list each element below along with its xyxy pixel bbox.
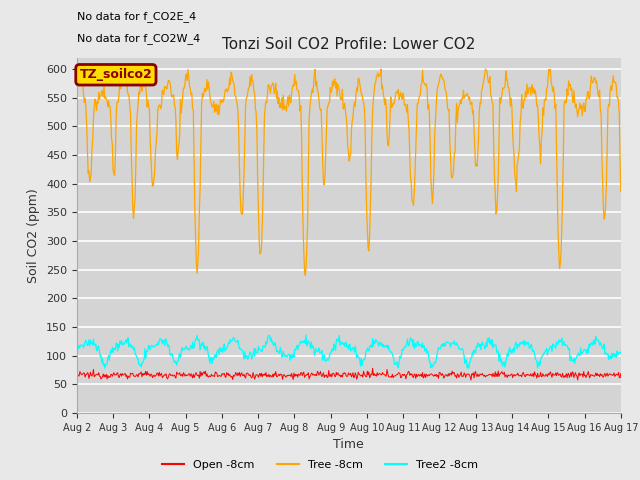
Tree -8cm xyxy=(223,89,231,95)
Open -8cm xyxy=(369,365,376,371)
Tree -8cm xyxy=(140,78,147,84)
Text: TZ_soilco2: TZ_soilco2 xyxy=(79,68,152,81)
Open -8cm xyxy=(416,373,424,379)
Tree2 -8cm xyxy=(302,332,310,338)
Tree -8cm xyxy=(195,243,202,249)
Tree -8cm xyxy=(617,189,625,194)
X-axis label: Time: Time xyxy=(333,438,364,451)
Tree2 -8cm xyxy=(73,346,81,352)
Legend: Open -8cm, Tree -8cm, Tree2 -8cm: Open -8cm, Tree -8cm, Tree2 -8cm xyxy=(157,456,483,474)
Tree -8cm xyxy=(73,82,81,87)
Open -8cm xyxy=(73,372,81,378)
Open -8cm xyxy=(467,377,475,383)
Tree2 -8cm xyxy=(101,365,109,371)
Tree -8cm xyxy=(74,66,81,72)
Open -8cm xyxy=(431,373,439,379)
Open -8cm xyxy=(83,372,90,377)
Line: Tree2 -8cm: Tree2 -8cm xyxy=(77,335,621,368)
Text: No data for f_CO2E_4: No data for f_CO2E_4 xyxy=(77,12,196,23)
Line: Open -8cm: Open -8cm xyxy=(77,368,621,380)
Tree2 -8cm xyxy=(195,336,202,342)
Title: Tonzi Soil CO2 Profile: Lower CO2: Tonzi Soil CO2 Profile: Lower CO2 xyxy=(222,37,476,52)
Tree2 -8cm xyxy=(433,357,440,363)
Tree2 -8cm xyxy=(140,358,147,363)
Open -8cm xyxy=(194,373,202,379)
Tree -8cm xyxy=(301,273,309,278)
Tree2 -8cm xyxy=(223,344,231,349)
Open -8cm xyxy=(617,371,625,376)
Tree -8cm xyxy=(417,92,424,98)
Tree2 -8cm xyxy=(83,340,90,346)
Text: No data for f_CO2W_4: No data for f_CO2W_4 xyxy=(77,33,200,44)
Tree2 -8cm xyxy=(617,349,625,355)
Line: Tree -8cm: Tree -8cm xyxy=(77,69,621,276)
Y-axis label: Soil CO2 (ppm): Soil CO2 (ppm) xyxy=(28,188,40,283)
Tree2 -8cm xyxy=(417,342,424,348)
Open -8cm xyxy=(139,371,147,376)
Tree -8cm xyxy=(433,104,440,109)
Tree -8cm xyxy=(84,145,92,151)
Open -8cm xyxy=(223,370,230,376)
